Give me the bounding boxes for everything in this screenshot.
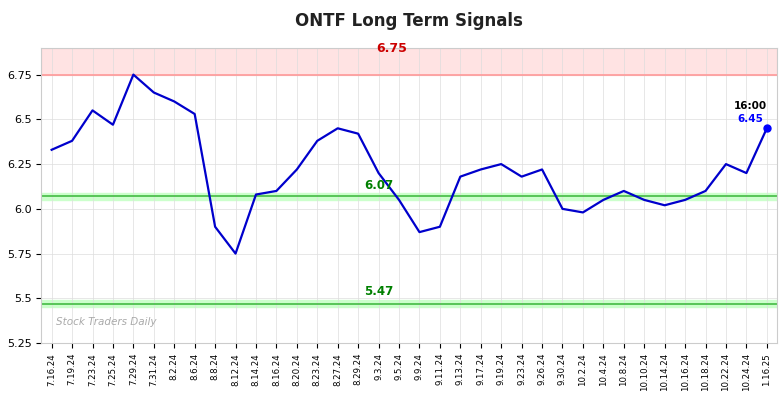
- Bar: [42, 193, 777, 199]
- Bar: [42, 300, 777, 307]
- Text: 6.45: 6.45: [738, 114, 764, 124]
- Text: Stock Traders Daily: Stock Traders Daily: [56, 317, 157, 327]
- Title: ONTF Long Term Signals: ONTF Long Term Signals: [296, 12, 523, 29]
- Bar: [42, 48, 777, 74]
- Text: 6.07: 6.07: [364, 179, 393, 192]
- Text: 6.75: 6.75: [376, 42, 408, 55]
- Text: 5.47: 5.47: [364, 285, 394, 298]
- Text: 16:00: 16:00: [734, 101, 767, 111]
